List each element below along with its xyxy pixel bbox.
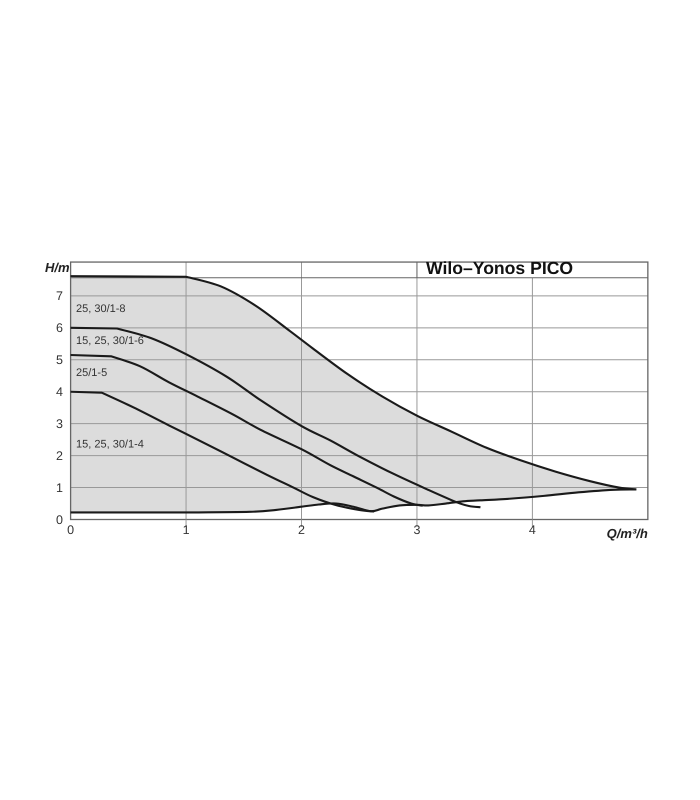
svg-text:3: 3	[413, 523, 420, 537]
svg-text:Wilo–Yonos PICO: Wilo–Yonos PICO	[426, 258, 573, 278]
svg-text:15, 25, 30/1-6: 15, 25, 30/1-6	[76, 335, 144, 347]
svg-text:15, 25, 30/1-4: 15, 25, 30/1-4	[76, 439, 144, 451]
svg-text:H/m: H/m	[45, 260, 70, 275]
svg-text:2: 2	[298, 523, 305, 537]
svg-text:Q/m³/h: Q/m³/h	[607, 526, 648, 541]
svg-text:7: 7	[56, 289, 63, 303]
svg-text:1: 1	[183, 523, 190, 537]
svg-text:4: 4	[56, 385, 63, 399]
svg-text:25/1-5: 25/1-5	[76, 367, 107, 379]
svg-text:6: 6	[56, 321, 63, 335]
svg-text:2: 2	[56, 449, 63, 463]
svg-text:3: 3	[56, 417, 63, 431]
svg-text:0: 0	[67, 523, 74, 537]
svg-text:1: 1	[56, 481, 63, 495]
svg-text:25, 30/1-8: 25, 30/1-8	[76, 303, 126, 315]
svg-text:0: 0	[56, 513, 63, 527]
svg-text:4: 4	[529, 523, 536, 537]
svg-text:5: 5	[56, 353, 63, 367]
